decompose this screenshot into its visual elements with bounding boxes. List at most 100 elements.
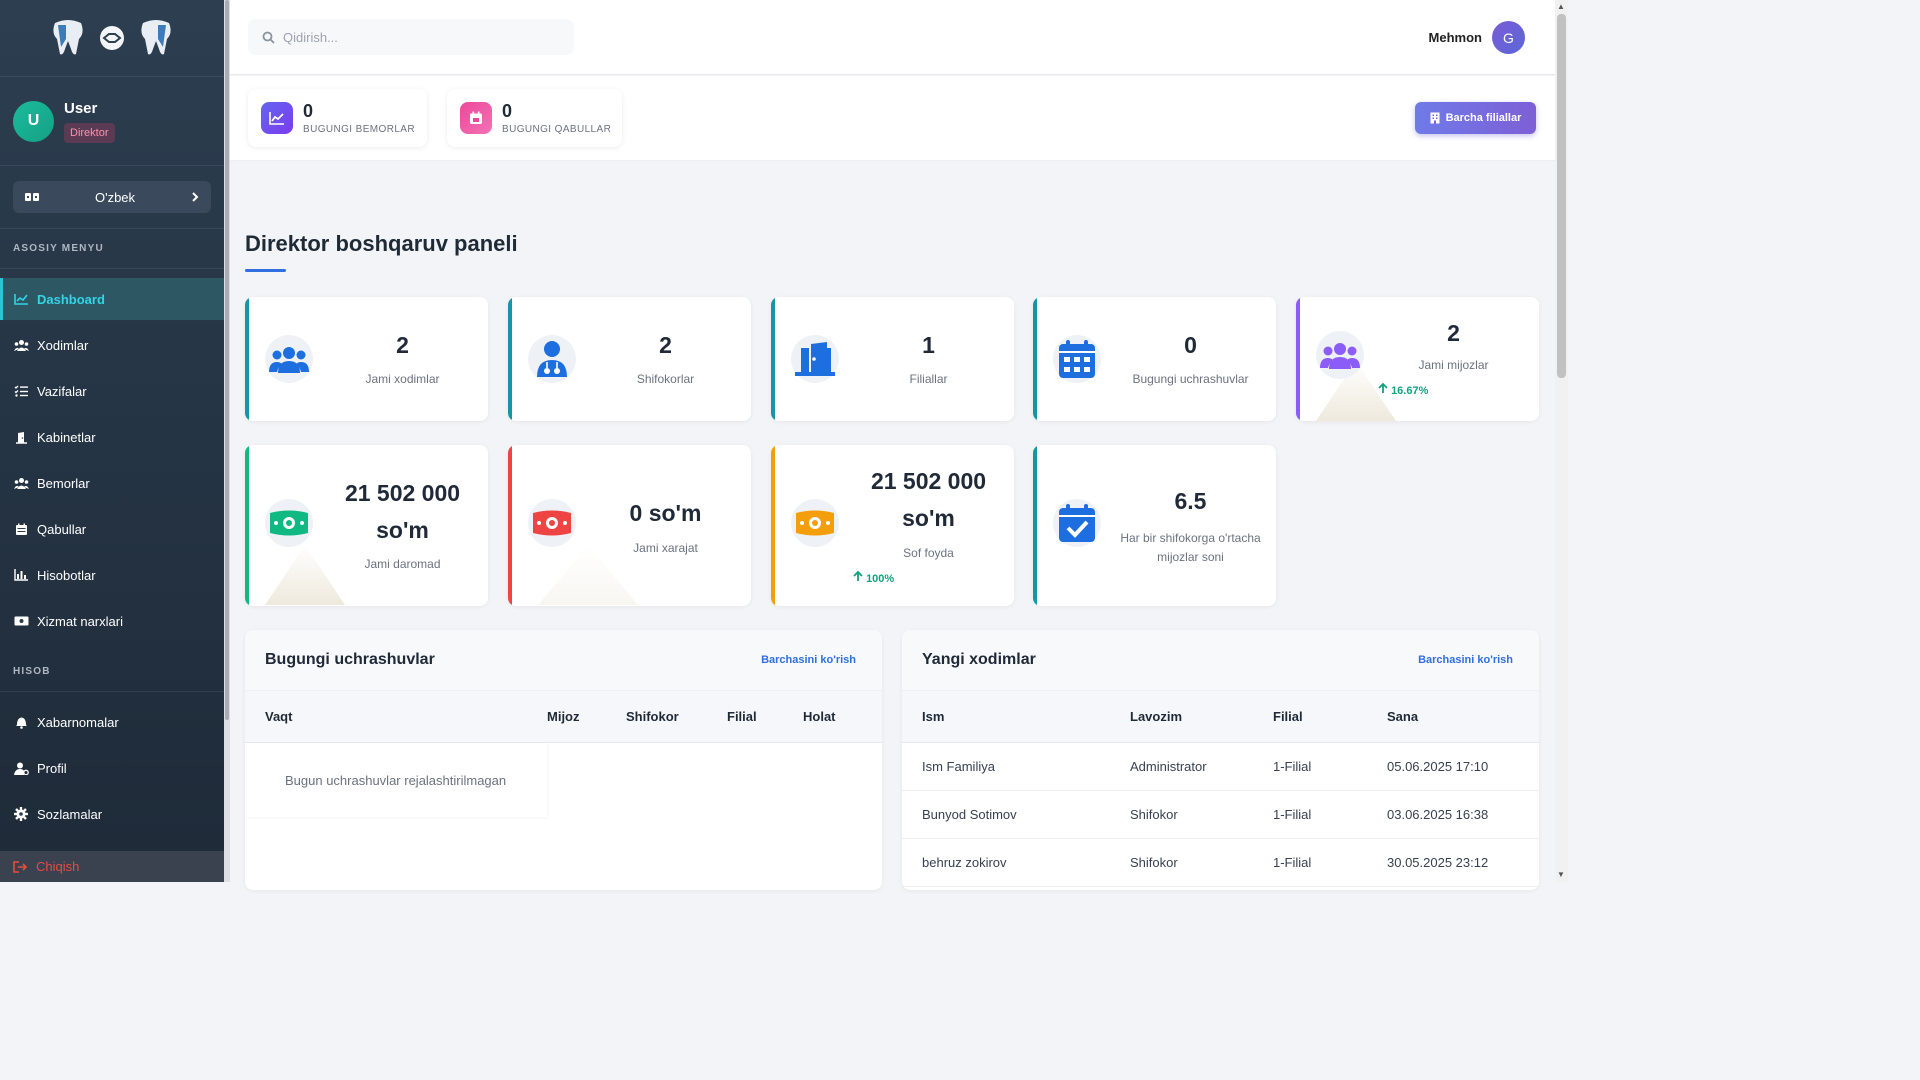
calendar-icon xyxy=(460,102,492,134)
users-icon xyxy=(265,335,313,383)
money-icon xyxy=(13,613,29,629)
role-badge: Direktor xyxy=(64,122,115,143)
column-header[interactable]: Holat xyxy=(803,709,836,724)
handshake-icon xyxy=(100,26,124,50)
door-icon xyxy=(791,335,839,383)
card-label: Sof foyda xyxy=(903,546,954,560)
sidebar-item-label: Sozlamalar xyxy=(37,806,103,822)
column-header[interactable]: Ism xyxy=(922,709,945,724)
all-branches-label: Barcha filiallar xyxy=(1445,112,1522,124)
sidebar-item-dashboard[interactable]: Dashboard xyxy=(0,278,224,320)
cell-name: Bunyod Sotimov xyxy=(922,807,1017,822)
avg-clients-per-doctor-card: 6.5 Har bir shifokorga o'rtacha mijozlar… xyxy=(1033,445,1276,606)
card-accent-bar xyxy=(245,445,249,606)
trend-indicator: 16.67% xyxy=(1368,382,1539,397)
appointments-today-value: 0 xyxy=(502,101,513,121)
card-accent-bar xyxy=(771,445,775,606)
branches-card: 1 Filiallar xyxy=(771,297,1014,421)
sidebar-scrollbar-thumb[interactable] xyxy=(225,0,229,720)
card-accent-bar xyxy=(1033,445,1037,606)
arrow-up-icon xyxy=(1378,382,1388,393)
language-label: O'zbek xyxy=(94,189,136,205)
column-header[interactable]: Lavozim xyxy=(1130,709,1183,724)
column-header[interactable]: Vaqt xyxy=(265,709,293,724)
all-branches-button[interactable]: Barcha filiallar xyxy=(1415,102,1536,134)
sidebar-item-label: Hisobotlar xyxy=(37,567,96,583)
card-accent-bar xyxy=(771,297,775,421)
card-label-line1: Har bir shifokorga o'rtacha xyxy=(1120,531,1261,545)
sidebar-item-kabinetlar[interactable]: Kabinetlar xyxy=(0,416,224,458)
column-header[interactable]: Shifokor xyxy=(626,709,679,724)
scroll-down-arrow-icon[interactable]: ▼ xyxy=(1557,870,1565,879)
money-bill-icon xyxy=(265,499,313,547)
card-label: Bugungi uchrashuvlar xyxy=(1132,372,1249,386)
logout-button[interactable]: Chiqish xyxy=(0,851,224,882)
calendar-icon xyxy=(1053,335,1101,383)
column-header[interactable]: Filial xyxy=(1273,709,1303,724)
page-title: Direktor boshqaruv paneli xyxy=(245,231,518,256)
money-bill-icon xyxy=(791,499,839,547)
main-menu-title: ASOSIY MENYU xyxy=(0,229,224,269)
card-value: 2 xyxy=(396,332,409,358)
column-header[interactable]: Sana xyxy=(1387,709,1419,724)
logout-icon xyxy=(13,860,27,873)
page-scrollbar-thumb[interactable] xyxy=(1557,14,1566,378)
account-menu-title: HISOB xyxy=(0,652,224,692)
sidebar-item-sozlamalar[interactable]: Sozlamalar xyxy=(0,793,224,835)
empty-state-message: Bugun uchrashuvlar rejalashtirilmagan xyxy=(245,743,547,817)
trend-indicator: 100% xyxy=(843,570,1014,585)
table-row[interactable]: behruz zokirov Shifokor 1-Filial 30.05.2… xyxy=(902,839,1539,887)
card-value: 1 xyxy=(922,332,935,358)
sidebar-item-hisobotlar[interactable]: Hisobotlar xyxy=(0,554,224,596)
sidebar-item-xodimlar[interactable]: Xodimlar xyxy=(0,324,224,366)
tooth-right-icon xyxy=(141,20,171,55)
table-row[interactable]: Ism Familiya Administrator 1-Filial 05.0… xyxy=(902,743,1539,791)
search-icon xyxy=(262,31,275,44)
patients-today-label: BUGUNGI BEMORLAR xyxy=(303,124,415,135)
cell-name: behruz zokirov xyxy=(922,855,1007,870)
money-bill-icon xyxy=(528,499,576,547)
bar-chart-icon xyxy=(13,567,29,583)
view-all-staff-link[interactable]: Barchasini ko'rish xyxy=(1418,654,1513,666)
card-label: Jami xodimlar xyxy=(365,372,440,386)
user-name: User xyxy=(64,99,98,117)
guest-name: Mehmon xyxy=(1428,30,1482,45)
sidebar-item-xizmat-narxlari[interactable]: Xizmat narxlari xyxy=(0,600,224,642)
guest-user-menu[interactable]: Mehmon G xyxy=(1429,21,1525,54)
language-selector[interactable]: O'zbek xyxy=(13,181,211,213)
table-row[interactable]: Bunyod Sotimov Shifokor 1-Filial 03.06.2… xyxy=(902,791,1539,839)
sidebar-item-profil[interactable]: Profil xyxy=(0,747,224,789)
appointments-today-card: 0 BUGUNGI QABULLAR xyxy=(447,89,622,147)
search-box[interactable] xyxy=(248,19,574,55)
card-label: Jami mijozlar xyxy=(1418,358,1489,372)
sidebar-item-label: Qabullar xyxy=(37,521,87,537)
view-all-appointments-link[interactable]: Barchasini ko'rish xyxy=(761,654,856,666)
top-bar: Mehmon G xyxy=(230,0,1555,75)
account-menu: Xabarnomalar Profil Sozlamalar xyxy=(0,692,224,835)
column-header[interactable]: Mijoz xyxy=(547,709,580,724)
card-value-amount: 21 502 000 xyxy=(344,480,461,506)
patients-icon xyxy=(13,475,29,491)
total-clients-card: 2 Jami mijozlar 16.67% xyxy=(1296,297,1539,421)
cell-date: 05.06.2025 17:10 xyxy=(1387,759,1489,774)
sidebar-item-label: Vazifalar xyxy=(37,383,87,399)
card-value: 2 xyxy=(1447,320,1460,346)
scroll-up-arrow-icon[interactable]: ▲ xyxy=(1557,2,1565,11)
appointments-today-stat-card: 0 Bugungi uchrashuvlar xyxy=(1033,297,1276,421)
cell-branch: 1-Filial xyxy=(1273,855,1312,870)
sidebar-item-xabarnomalar[interactable]: Xabarnomalar xyxy=(0,701,224,743)
cell-position: Administrator xyxy=(1130,759,1207,774)
user-cog-icon xyxy=(13,760,29,776)
sidebar-item-vazifalar[interactable]: Vazifalar xyxy=(0,370,224,412)
logo[interactable] xyxy=(0,0,224,77)
avatar[interactable]: G xyxy=(1492,21,1525,54)
column-header[interactable]: Filial xyxy=(727,709,757,724)
sidebar-item-qabullar[interactable]: Qabullar xyxy=(0,508,224,550)
stats-strip: 0 BUGUNGI BEMORLAR 0 BUGUNGI QABULLAR Ba… xyxy=(230,76,1555,161)
cell-branch: 1-Filial xyxy=(1273,807,1312,822)
search-input[interactable] xyxy=(283,29,563,45)
avatar: U xyxy=(13,100,54,142)
sidebar-item-label: Xizmat narxlari xyxy=(37,613,123,629)
card-value-currency: so'm xyxy=(902,505,955,531)
sidebar-item-bemorlar[interactable]: Bemorlar xyxy=(0,462,224,504)
